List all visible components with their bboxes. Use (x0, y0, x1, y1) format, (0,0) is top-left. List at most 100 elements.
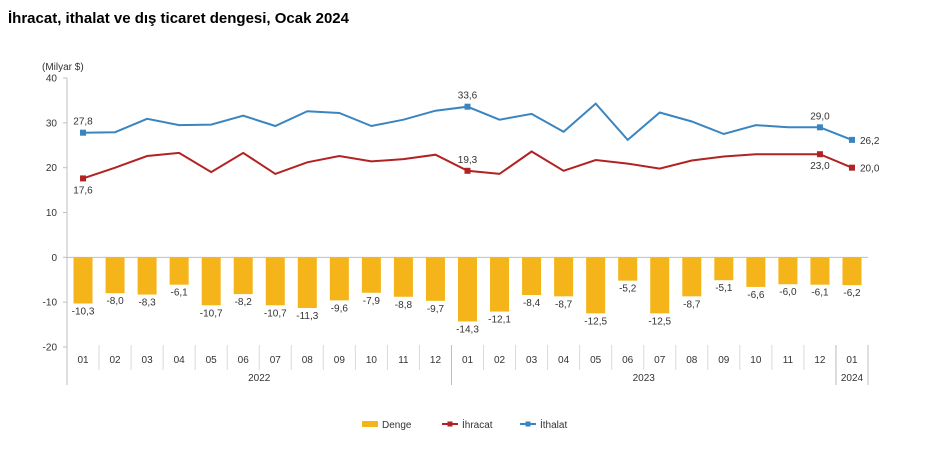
bar-data-label: -6,1 (811, 288, 829, 299)
bar-denge (714, 257, 734, 281)
bar-denge (361, 257, 381, 293)
bar-data-label: -8,4 (523, 298, 541, 309)
bar-data-label: -6,1 (171, 288, 189, 299)
bar-denge (329, 257, 349, 301)
bar-data-label: -7,9 (363, 296, 381, 307)
bar-denge (650, 257, 670, 314)
x-tick-label: 02 (109, 355, 121, 366)
marker-ithalat (464, 103, 471, 110)
line-data-label: 26,2 (860, 136, 880, 147)
x-tick-label: 04 (558, 355, 570, 366)
bar-data-label: -8,8 (395, 300, 413, 311)
line-data-label: 33,6 (458, 91, 478, 102)
bar-data-label: -14,3 (456, 324, 479, 335)
x-tick-label: 12 (430, 355, 442, 366)
x-tick-label: 03 (526, 355, 538, 366)
bar-denge (297, 257, 317, 308)
x-tick-label: 09 (334, 355, 346, 366)
x-tick-label: 06 (622, 355, 634, 366)
bar-denge (105, 257, 125, 294)
y-tick-label: 40 (46, 74, 58, 85)
bar-data-label: -6,6 (747, 290, 765, 301)
bar-denge (778, 257, 798, 285)
bar-denge (554, 257, 574, 297)
marker-ihracat (464, 167, 471, 174)
line-data-label: 20,0 (860, 164, 880, 175)
bar-denge (842, 257, 862, 286)
marker-ithalat (80, 129, 87, 136)
y-axis-label: (Milyar $) (42, 62, 84, 73)
bar-data-label: -5,1 (715, 283, 733, 294)
x-year-label: 2023 (633, 373, 656, 384)
y-tick-label: -10 (43, 298, 58, 309)
bar-data-label: -10,7 (264, 308, 287, 319)
bar-data-label: -10,3 (72, 307, 95, 318)
x-tick-label: 01 (462, 355, 474, 366)
x-tick-label: 03 (142, 355, 154, 366)
x-tick-label: 12 (814, 355, 826, 366)
bar-data-label: -12,5 (584, 316, 607, 327)
bar-denge (73, 257, 93, 304)
y-tick-label: 0 (51, 253, 57, 264)
bar-data-label: -8,2 (235, 297, 253, 308)
bar-data-label: -6,2 (843, 288, 861, 299)
line-data-label: 19,3 (458, 155, 478, 166)
x-tick-label: 10 (750, 355, 762, 366)
legend-marker-ihracat (447, 421, 453, 427)
x-tick-label: 11 (783, 355, 794, 366)
legend-label-ithalat: İthalat (540, 418, 567, 431)
bar-data-label: -10,7 (200, 308, 223, 319)
bar-denge (682, 257, 702, 297)
line-data-label: 29,0 (810, 111, 830, 122)
x-tick-label: 07 (654, 355, 666, 366)
bar-data-label: -9,7 (427, 304, 445, 315)
x-tick-label: 10 (366, 355, 378, 366)
marker-ihracat (848, 164, 855, 171)
x-tick-label: 07 (270, 355, 282, 366)
legend-label-ihracat: İhracat (462, 418, 493, 431)
bar-data-label: -8,0 (106, 296, 124, 307)
bar-data-label: -12,5 (648, 316, 671, 327)
bar-denge (137, 257, 157, 295)
bar-denge (746, 257, 766, 287)
bar-denge (490, 257, 510, 312)
x-tick-label: 01 (77, 355, 89, 366)
x-tick-label: 11 (398, 355, 409, 366)
y-tick-label: 20 (46, 163, 58, 174)
line-data-label: 27,8 (73, 117, 93, 128)
chart-title: İhracat, ithalat ve dış ticaret dengesi,… (8, 10, 349, 27)
bar-data-label: -6,0 (779, 287, 797, 298)
x-tick-label: 04 (174, 355, 186, 366)
x-tick-label: 09 (718, 355, 730, 366)
bar-denge (425, 257, 445, 301)
bar-data-label: -8,7 (555, 299, 573, 310)
line-data-label: 17,6 (73, 185, 93, 196)
bar-denge (265, 257, 285, 306)
bar-denge (586, 257, 606, 314)
bar-denge (201, 257, 221, 306)
y-tick-label: 30 (46, 118, 58, 129)
x-year-label: 2022 (248, 373, 271, 384)
x-tick-label: 08 (302, 355, 314, 366)
x-tick-label: 02 (494, 355, 506, 366)
legend-swatch-denge (362, 421, 378, 427)
bar-denge (233, 257, 253, 295)
x-tick-label: 05 (590, 355, 602, 366)
legend-marker-ithalat (525, 421, 531, 427)
bar-denge (522, 257, 542, 295)
bar-data-label: -9,6 (331, 303, 349, 314)
x-tick-label: 01 (846, 355, 858, 366)
bar-data-label: -8,3 (138, 298, 156, 309)
bar-data-label: -12,1 (488, 315, 511, 326)
x-tick-label: 05 (206, 355, 218, 366)
line-data-label: 23,0 (810, 161, 830, 172)
x-tick-label: 06 (238, 355, 250, 366)
bar-denge (458, 257, 477, 322)
x-year-label: 2024 (841, 373, 864, 384)
marker-ihracat (816, 151, 823, 158)
x-tick-label: 08 (686, 355, 698, 366)
bar-denge (393, 257, 413, 297)
marker-ithalat (848, 136, 855, 143)
marker-ihracat (80, 175, 87, 182)
